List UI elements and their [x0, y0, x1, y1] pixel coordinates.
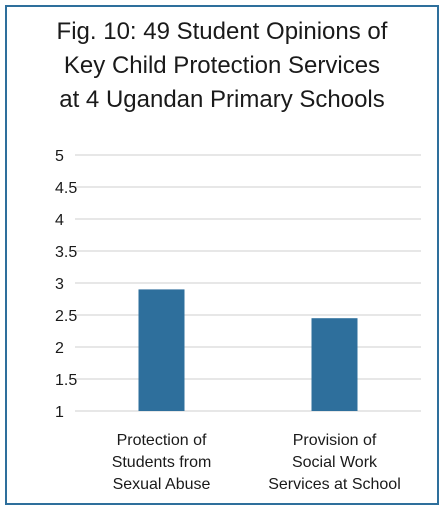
bar: [138, 289, 185, 411]
y-tick-label: 2.5: [55, 308, 77, 325]
y-tick-label: 3: [55, 276, 64, 293]
y-tick-label: 1: [55, 404, 64, 421]
y-tick-label: 2: [55, 340, 64, 357]
y-tick-label: 5: [55, 148, 64, 165]
y-tick-label: 1.5: [55, 372, 77, 389]
chart-title-line-3: at 4 Ugandan Primary Schools: [59, 86, 385, 113]
x-category-label: Provision of: [293, 432, 377, 449]
x-category-label: Social Work: [292, 454, 378, 471]
x-category-label: Services at School: [268, 476, 401, 493]
chart-title-line-2: Key Child Protection Services: [63, 52, 381, 79]
x-category-label: Sexual Abuse: [113, 476, 211, 493]
bar-chart: 1 1.5 2 2.5 3 3.5 4 4.5 5 Protection of Students f…: [55, 148, 421, 493]
y-tick-label: 4: [55, 212, 64, 229]
y-tick-label: 4.5: [55, 180, 77, 197]
x-category-label: Protection of: [117, 432, 207, 449]
y-tick-label: 3.5: [55, 244, 77, 261]
chart-title: Fig. 10: 49 Student Opinions of Key Chil…: [7, 15, 437, 117]
chart-frame: Fig. 10: 49 Student Opinions of Key Chil…: [5, 5, 439, 505]
bar: [311, 318, 358, 411]
chart-title-line-1: Fig. 10: 49 Student Opinions of: [56, 18, 388, 45]
x-category-label: Students from: [112, 454, 212, 471]
